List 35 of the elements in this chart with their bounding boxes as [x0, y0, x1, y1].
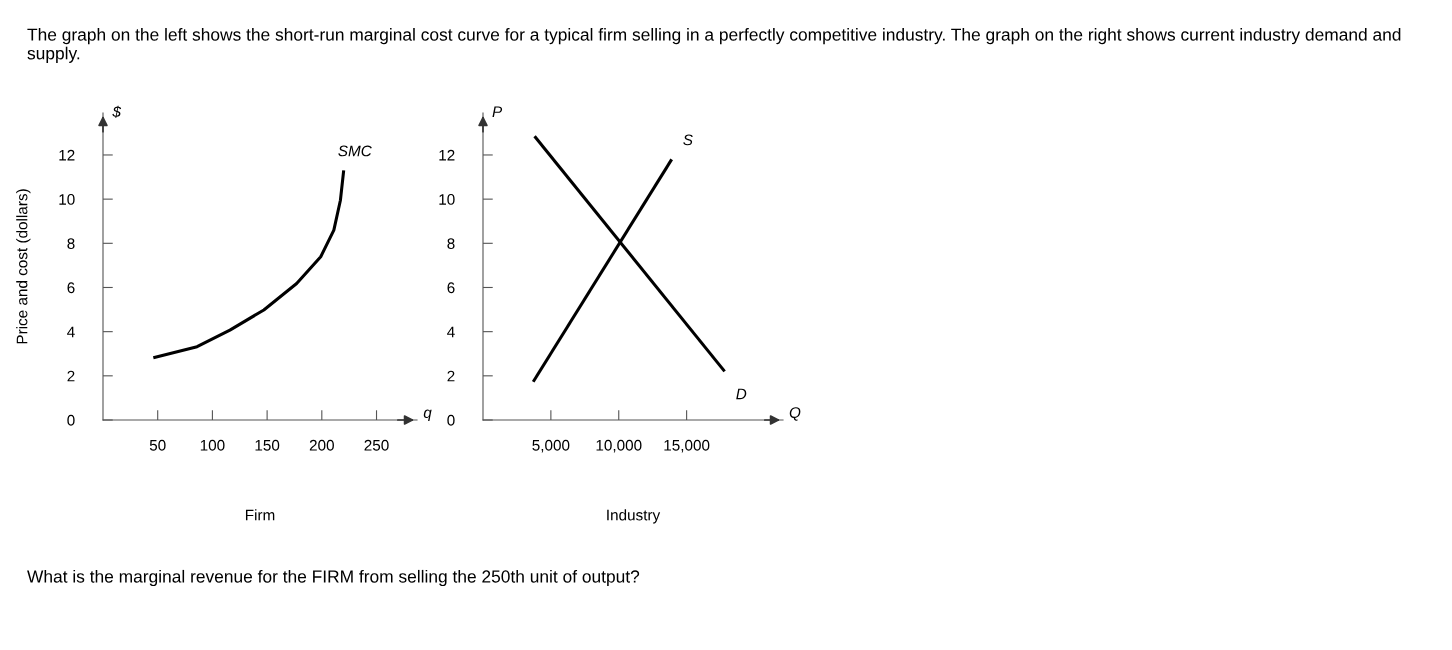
y-tick-label: 10 [439, 194, 455, 205]
y-tick-label: 8 [447, 238, 455, 249]
x-tick-label: 200 [309, 439, 334, 451]
x-tick-label: 5,000 [532, 439, 570, 453]
y-axis-title: Price and cost (dollars) [16, 189, 31, 344]
y-tick-label: 2 [67, 370, 75, 382]
series-label: D [736, 388, 747, 400]
y-tick-label: 6 [67, 282, 75, 294]
x-tick-label: 150 [255, 439, 280, 451]
y-tick-label: 12 [439, 149, 455, 161]
y-tick-label: 0 [67, 414, 75, 426]
x-tick-label: 250 [364, 439, 389, 451]
x-tick-label: 100 [200, 439, 225, 451]
annotation: $ [112, 105, 122, 118]
text: What is the marginal revenue for the FIRM from selling the 250th unit of output? [27, 569, 640, 587]
x-tick-label: 10,000 [596, 439, 642, 453]
annotation: P [492, 106, 503, 117]
line-series [151, 168, 346, 360]
x-axis-title: Industry [607, 509, 661, 524]
y-tick-label: 2 [447, 370, 455, 382]
y-tick-label: 4 [67, 326, 75, 338]
x-axis-title: Firm [245, 509, 275, 521]
y-tick-label: 8 [67, 238, 75, 249]
x-tick-label: 15,000 [664, 439, 710, 453]
text: The graph on the left shows the short-run marginal cost curve for a typical firm selling in a perfectly competitive industry. The graph on the right shows current industry demand and supply. [27, 28, 1401, 63]
y-tick-label: 10 [59, 194, 75, 205]
y-tick-label: 6 [447, 282, 455, 294]
x-tick-label: 50 [149, 439, 166, 451]
series-label: SMC [338, 145, 372, 157]
y-tick-label: 4 [447, 326, 455, 338]
text: Q [789, 407, 801, 421]
y-tick-label: 0 [447, 414, 455, 426]
text: q [423, 409, 432, 421]
series-label: S [683, 134, 693, 146]
y-tick-label: 12 [59, 149, 75, 161]
